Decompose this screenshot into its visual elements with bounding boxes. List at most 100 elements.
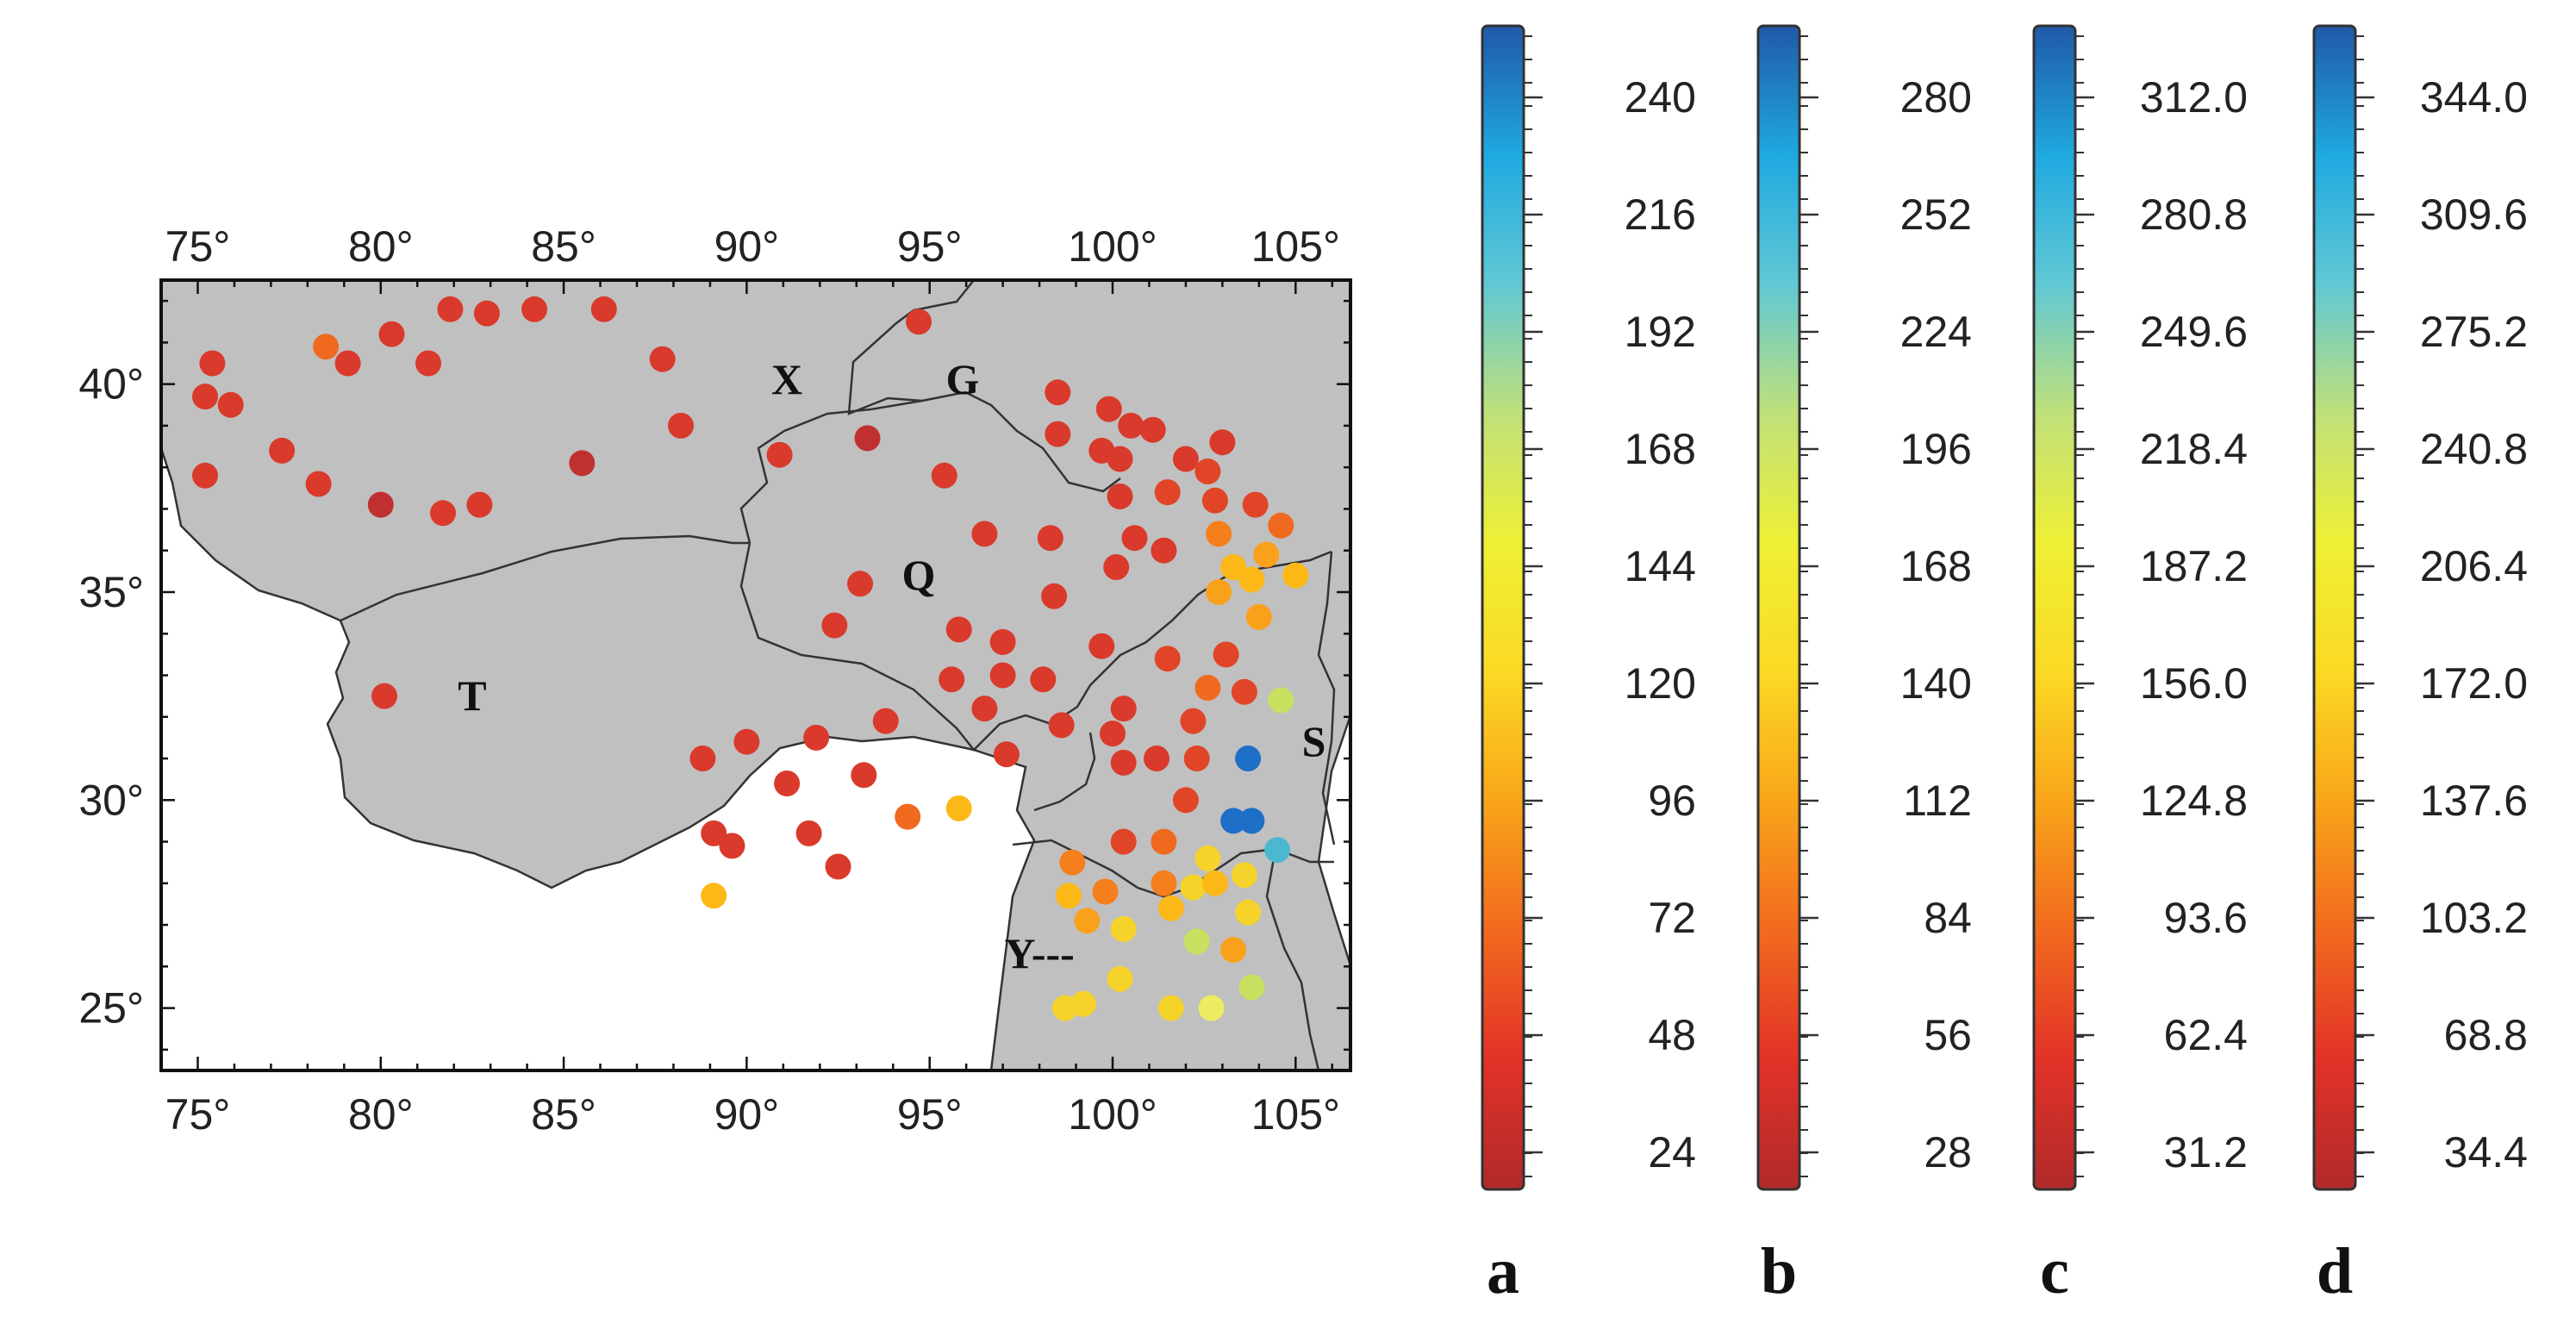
- colorbar-scale: [2032, 24, 2077, 1191]
- station-marker: [701, 883, 727, 909]
- station-marker: [1242, 491, 1269, 518]
- station-marker: [1144, 746, 1169, 771]
- colorbar-label: 68.8: [2444, 1011, 2528, 1059]
- boundary-sichuan-east: [1317, 551, 1336, 846]
- colorbar-label: 218.4: [2140, 425, 2248, 473]
- station-marker: [1041, 583, 1068, 609]
- station-marker: [378, 321, 405, 347]
- boundary-xinjiang-qinghai: [739, 399, 923, 544]
- colorbar-label: 312.0: [2140, 73, 2248, 122]
- colorbar-label: 112: [1903, 777, 1972, 825]
- colorbar-label: 192: [1625, 308, 1696, 356]
- station-marker: [1264, 837, 1291, 864]
- station-marker: [1220, 808, 1247, 834]
- station-marker: [1110, 915, 1137, 942]
- station-marker: [1045, 421, 1071, 447]
- region-label-Q: Q: [902, 551, 936, 599]
- station-marker: [1238, 808, 1265, 834]
- station-marker: [931, 462, 957, 489]
- station-marker: [733, 728, 760, 755]
- colorbar-label: 144: [1625, 542, 1696, 590]
- station-marker: [795, 820, 822, 846]
- station-marker: [803, 724, 830, 751]
- station-marker: [906, 309, 932, 335]
- colorbar-label: 280.8: [2140, 190, 2248, 239]
- land-area: [161, 280, 1350, 1070]
- boundary-xinjiang-south: [340, 534, 750, 622]
- station-marker: [766, 441, 793, 468]
- station-marker: [1268, 687, 1294, 714]
- station-marker: [1139, 416, 1166, 443]
- station-marker: [1045, 379, 1071, 406]
- colorbar-scale: [1756, 24, 1801, 1191]
- station-marker: [1059, 849, 1086, 876]
- boundary-gansu-west: [847, 280, 975, 415]
- map-panel: X G Q T S Y--- 75° 75° 80° 80° 85° 85° 90° 90° 95° 95°…: [78, 222, 1352, 1139]
- station-marker: [1151, 870, 1177, 896]
- colorbar-label: 72: [1648, 894, 1696, 942]
- y-tick-label: 35°: [78, 568, 144, 616]
- colorbar-label: 56: [1924, 1011, 1972, 1059]
- station-marker: [989, 628, 1016, 655]
- station-marker: [199, 350, 226, 377]
- x-tick-label-top: 95°: [897, 222, 963, 271]
- station-marker: [1201, 870, 1228, 896]
- station-marker: [1154, 646, 1181, 672]
- station-marker: [895, 803, 921, 830]
- station-marker: [1183, 746, 1210, 771]
- station-marker: [1198, 995, 1225, 1021]
- station-marker: [217, 391, 244, 418]
- station-marker: [1220, 937, 1247, 963]
- x-tick-label-top: 75°: [165, 222, 231, 271]
- colorbar-label: 34.4: [2444, 1128, 2528, 1176]
- station-marker: [1107, 484, 1133, 509]
- station-marker: [569, 450, 596, 477]
- region-label-X: X: [771, 355, 802, 403]
- station-marker: [1110, 696, 1137, 722]
- colorbar-label: 31.2: [2164, 1128, 2248, 1176]
- colorbar-d: 34.4 68.8 103.2 137.6 172.0 206.4 240.8 275.2 30…: [2312, 24, 2528, 1307]
- station-marker: [367, 491, 394, 518]
- station-marker: [1201, 487, 1228, 514]
- colorbar-label: 84: [1924, 894, 1972, 942]
- station-marker: [1231, 862, 1257, 889]
- region-label-Y: Y---: [1004, 929, 1074, 977]
- station-marker: [1220, 554, 1247, 580]
- station-marker: [1194, 845, 1221, 871]
- station-marker: [192, 462, 218, 489]
- colorbars: 24 48 72 96 120 144 168 192 216 240 a 28 56 84 112 140 1…: [1481, 24, 2528, 1307]
- map-tick-labels: 75° 75° 80° 80° 85° 85° 90° 90° 95° 95° 100° 100° 10…: [78, 222, 1340, 1139]
- colorbar-label: 249.6: [2140, 308, 2248, 356]
- y-tick-label: 30°: [78, 776, 144, 824]
- station-marker: [1253, 541, 1280, 568]
- colorbar-label: 240.8: [2420, 425, 2528, 473]
- boundary-yunnan-east: [1265, 848, 1320, 1070]
- station-marker: [1070, 990, 1096, 1017]
- station-marker: [1103, 554, 1130, 580]
- colorbar-c: 31.2 62.4 93.6 124.8 156.0 187.2 218.4 249.6 280…: [2032, 24, 2248, 1307]
- colorbar-label: 140: [1900, 659, 1972, 708]
- colorbar-label: 124.8: [2140, 777, 2248, 825]
- station-marker: [1213, 641, 1239, 668]
- colorbar-label: 187.2: [2140, 542, 2248, 590]
- colorbar-label: 280: [1900, 73, 1972, 122]
- colorbar-label: 103.2: [2420, 894, 2528, 942]
- station-marker: [1180, 874, 1207, 901]
- region-labels: X G Q T S Y---: [458, 355, 1325, 977]
- x-tick-label-bottom: 105°: [1251, 1090, 1340, 1139]
- station-marker: [1074, 908, 1101, 934]
- station-marker: [993, 741, 1020, 768]
- x-tick-label-top: 90°: [714, 222, 780, 271]
- station-marker: [590, 296, 617, 322]
- colorbar-label: 137.6: [2420, 777, 2528, 825]
- x-tick-label-bottom: 75°: [165, 1090, 231, 1139]
- station-marker: [1238, 974, 1265, 1001]
- station-marker: [668, 412, 694, 439]
- station-marker: [945, 616, 972, 643]
- station-marker: [466, 491, 493, 518]
- station-marker: [945, 795, 972, 821]
- station-marker: [854, 425, 881, 452]
- station-marker: [1118, 412, 1145, 439]
- colorbar-label: 93.6: [2164, 894, 2248, 942]
